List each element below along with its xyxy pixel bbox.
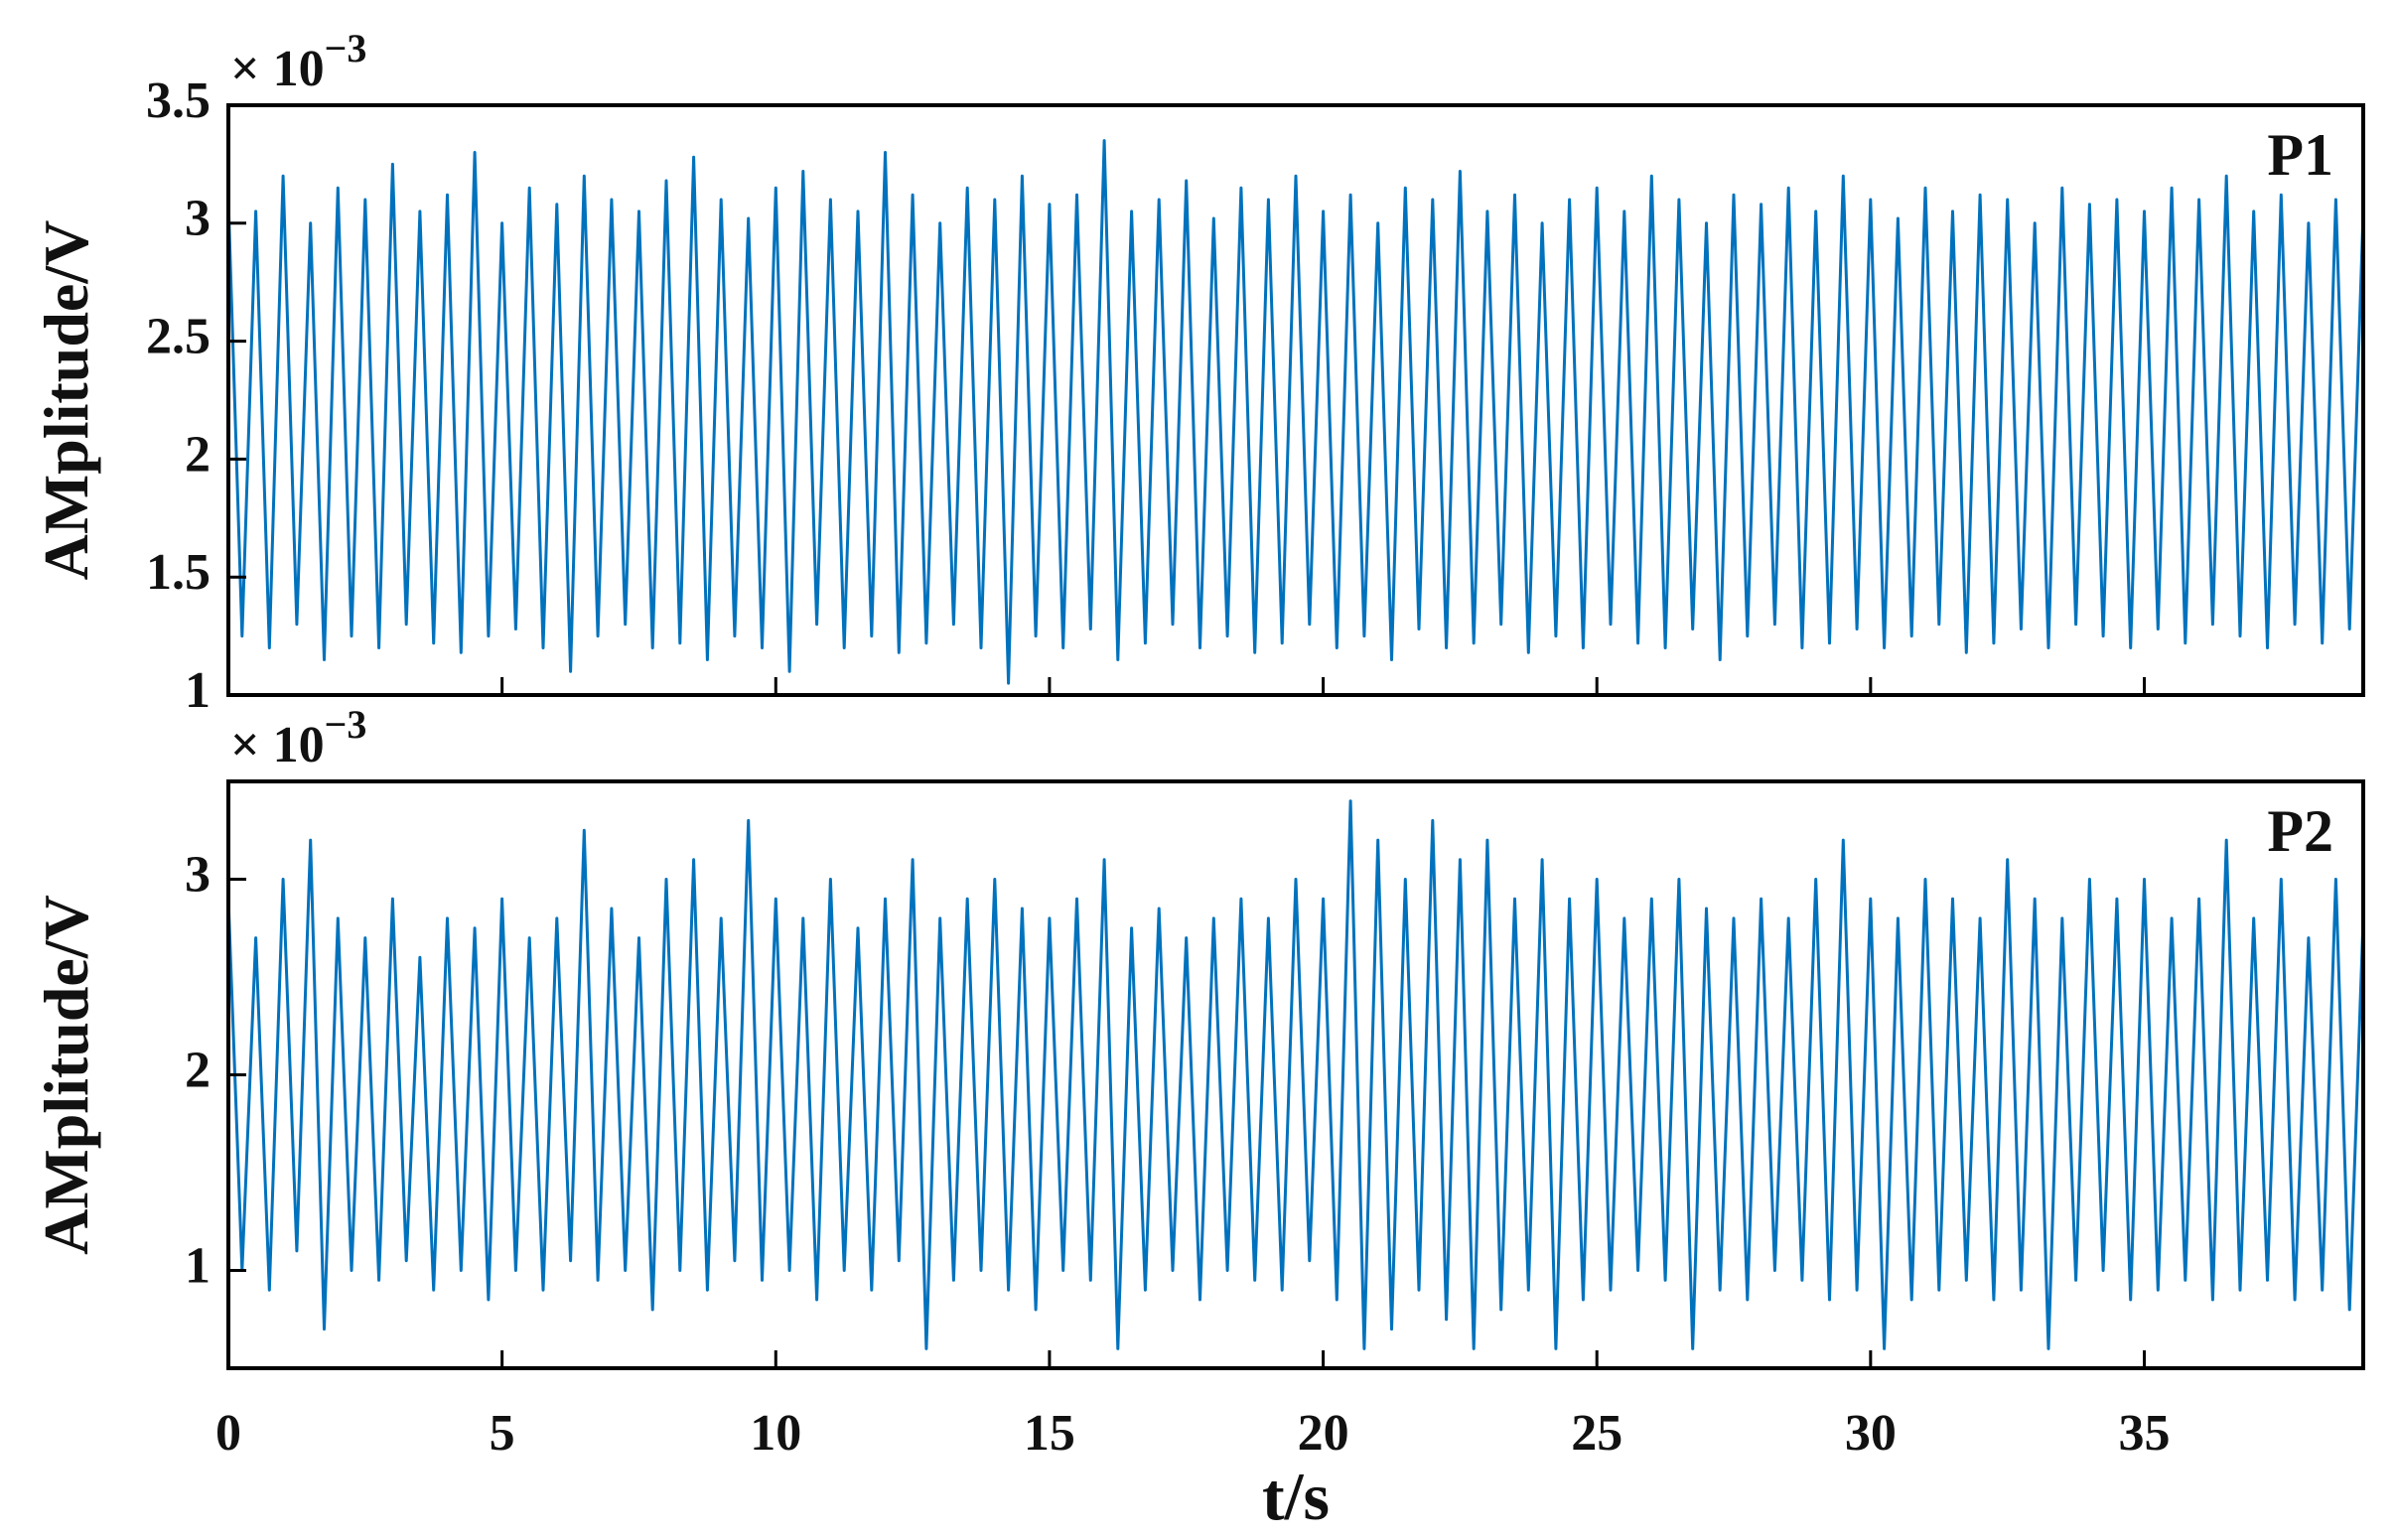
- y-tick-label: 3.5: [146, 72, 211, 129]
- x-tick-label: 25: [1571, 1405, 1622, 1462]
- multiplier-base: × 10: [230, 41, 325, 97]
- axis-multiplier: × 10−3: [230, 702, 366, 773]
- y-tick-label: 1.5: [146, 544, 211, 601]
- y-tick-label: 1: [185, 1237, 211, 1294]
- x-tick-label: 5: [490, 1405, 515, 1462]
- x-tick-label: 0: [215, 1405, 241, 1462]
- y-tick-label: 3: [185, 191, 211, 247]
- x-tick-label: 20: [1298, 1405, 1349, 1462]
- signal-line: [228, 139, 2363, 685]
- x-tick-label: 10: [750, 1405, 801, 1462]
- y-tick-label: 3: [185, 846, 211, 903]
- multiplier-exponent: −3: [325, 702, 367, 747]
- y-axis-label: AMplitude/V: [31, 220, 101, 581]
- y-axis-label: AMplitude/V: [31, 895, 101, 1255]
- y-tick-label: 2.5: [146, 309, 211, 365]
- signal-line: [228, 799, 2363, 1350]
- axis-multiplier: × 10−3: [230, 26, 366, 97]
- x-axis-label: t/s: [1262, 1459, 1330, 1534]
- x-tick-label: 35: [2118, 1405, 2170, 1462]
- multiplier-base: × 10: [230, 717, 325, 773]
- x-tick-label: 30: [1845, 1405, 1897, 1462]
- y-tick-label: 1: [185, 662, 211, 719]
- axes-frame: [226, 103, 2365, 697]
- axes-frame: [226, 779, 2365, 1370]
- panel-label: P2: [2267, 798, 2333, 864]
- x-tick-label: 15: [1024, 1405, 1075, 1462]
- multiplier-exponent: −3: [325, 26, 367, 70]
- panel-label: P1: [2267, 122, 2333, 188]
- y-tick-label: 2: [185, 1042, 211, 1098]
- y-tick-label: 2: [185, 426, 211, 483]
